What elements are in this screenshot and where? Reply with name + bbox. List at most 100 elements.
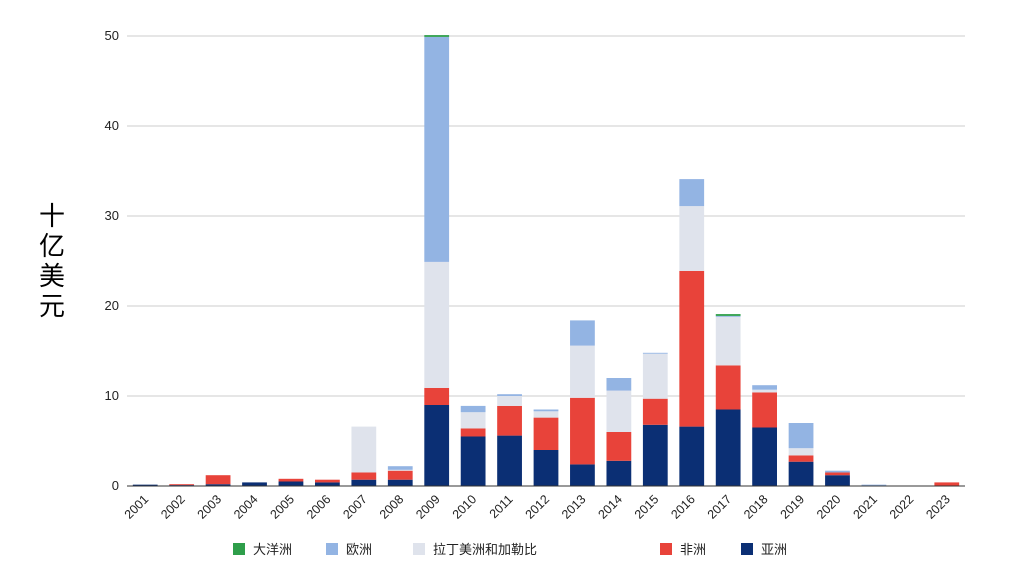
y-axis-label-char: 美 — [39, 262, 65, 292]
x-tick-label: 2023 — [923, 492, 953, 522]
y-tick-label: 20 — [105, 298, 119, 313]
bar-segment — [497, 396, 522, 406]
bar-segment — [715, 365, 741, 410]
bar-segment — [752, 392, 777, 428]
bar-segment — [570, 397, 595, 465]
bar-segment — [642, 353, 668, 399]
bar-segment — [570, 320, 595, 346]
x-tick-label: 2007 — [340, 492, 370, 522]
legend-swatch — [660, 543, 672, 555]
x-tick-label: 2020 — [814, 492, 844, 522]
bar-segment — [205, 484, 231, 486]
y-axis-label-char: 元 — [39, 292, 65, 322]
bar-segment — [606, 460, 632, 486]
x-tick-label: 2018 — [741, 492, 771, 522]
bar-segment — [788, 423, 814, 449]
bar-segment — [825, 475, 850, 486]
bar-segment — [533, 411, 559, 418]
bars — [132, 35, 960, 487]
bar-segment — [351, 472, 377, 480]
bar-segment — [715, 315, 741, 317]
bar-segment — [642, 352, 668, 354]
x-tick-label: 2011 — [487, 492, 516, 521]
legend-swatch — [413, 543, 425, 555]
x-tick-label: 2002 — [158, 492, 188, 522]
y-tick-label: 30 — [105, 208, 119, 223]
bar-segment — [169, 484, 195, 486]
x-tick-label: 2014 — [595, 492, 625, 522]
bar-segment — [642, 398, 668, 425]
bar-segment — [497, 405, 522, 436]
bar-segment — [351, 479, 377, 486]
bar-segment — [679, 426, 705, 486]
bar-segment — [825, 470, 850, 473]
bar-segment — [825, 472, 850, 476]
bar-segment — [570, 345, 595, 398]
bar-segment — [460, 428, 486, 437]
x-tick-label: 2004 — [231, 492, 261, 522]
bar-segment — [497, 435, 522, 486]
y-axis-label-char: 十 — [39, 202, 65, 232]
bar-segment — [606, 378, 632, 391]
bar-segment — [315, 482, 340, 486]
legend-label: 欧洲 — [346, 542, 372, 557]
bar-segment — [788, 455, 814, 462]
legend: 大洋洲 欧洲 拉丁美洲和加勒比 非洲 亚洲 — [233, 542, 787, 557]
bar-segment — [497, 394, 522, 396]
x-tick-label: 2006 — [304, 492, 334, 522]
bar-segment — [679, 206, 705, 271]
bar-segment — [533, 417, 559, 450]
bar-segment — [387, 466, 413, 470]
y-tick-label: 50 — [105, 28, 119, 43]
bar-segment — [315, 479, 340, 483]
bar-segment — [752, 389, 777, 393]
legend-label: 大洋洲 — [253, 542, 292, 557]
x-tick-label: 2013 — [559, 492, 589, 522]
bar-segment — [788, 448, 814, 456]
bar-segment — [679, 179, 705, 207]
x-tick-label: 2019 — [778, 492, 808, 522]
x-tick-label: 2015 — [632, 492, 662, 522]
bar-segment — [242, 482, 267, 486]
legend-swatch — [233, 543, 245, 555]
x-tick-label: 2017 — [705, 492, 735, 522]
x-tick-label: 2012 — [523, 492, 553, 522]
bar-segment — [642, 424, 668, 486]
legend-label: 拉丁美洲和加勒比 — [433, 542, 537, 557]
y-tick-label: 10 — [105, 388, 119, 403]
x-tick-label: 2005 — [268, 492, 298, 522]
bar-segment — [752, 427, 777, 486]
bar-segment — [533, 409, 559, 412]
x-tick-label: 2009 — [413, 492, 443, 522]
x-tick-label: 2010 — [450, 492, 480, 522]
bar-segment — [752, 385, 777, 390]
bar-segment — [606, 432, 632, 461]
gridlines — [127, 35, 965, 397]
bar-segment — [132, 484, 158, 486]
x-tick-label: 2021 — [850, 492, 880, 522]
bar-segment — [861, 484, 887, 486]
legend-swatch — [741, 543, 753, 555]
bar-segment — [424, 35, 450, 37]
bar-segment — [387, 470, 413, 480]
legend-label: 非洲 — [680, 542, 706, 557]
bar-segment — [278, 481, 304, 486]
bar-segment — [460, 436, 486, 486]
bar-segment — [788, 461, 814, 486]
x-tick-label: 2001 — [122, 492, 152, 522]
bar-segment — [934, 482, 960, 486]
bar-segment — [424, 261, 450, 388]
bar-segment — [424, 387, 450, 405]
bar-segment — [351, 426, 377, 473]
legend-swatch — [326, 543, 338, 555]
legend-label: 亚洲 — [761, 542, 787, 557]
x-tick-label: 2003 — [195, 492, 225, 522]
bar-segment — [460, 405, 486, 413]
bar-segment — [715, 314, 741, 316]
bar-segment — [278, 478, 304, 482]
bar-segment — [424, 36, 450, 262]
bar-segment — [606, 390, 632, 432]
